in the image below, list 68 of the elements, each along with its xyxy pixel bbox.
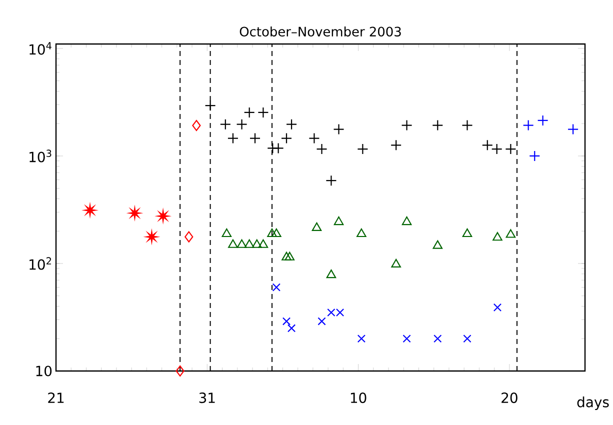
point — [316, 143, 328, 155]
point — [505, 143, 516, 155]
point — [492, 232, 502, 241]
point — [227, 132, 239, 144]
point — [537, 114, 548, 126]
point — [326, 175, 337, 186]
point — [244, 106, 255, 118]
point — [287, 324, 296, 332]
point — [312, 222, 322, 232]
point — [333, 124, 344, 135]
point — [228, 239, 238, 248]
point — [462, 120, 473, 131]
y-tick-label: 10$^{2}$ — [30, 257, 52, 270]
x-tick-label: 10 — [350, 392, 366, 404]
point — [357, 334, 366, 343]
point — [432, 120, 444, 131]
point — [272, 142, 284, 154]
point — [493, 303, 502, 312]
point — [529, 150, 540, 162]
x-tick-label: 21 — [48, 392, 64, 403]
point — [204, 100, 216, 112]
point — [184, 231, 194, 242]
point — [252, 239, 262, 248]
point — [284, 252, 295, 260]
point — [402, 216, 412, 226]
point — [222, 228, 232, 238]
point — [272, 228, 282, 238]
point — [462, 228, 472, 238]
point — [258, 106, 269, 118]
point — [220, 118, 231, 130]
point — [432, 240, 443, 249]
point — [356, 228, 366, 238]
point — [522, 120, 534, 131]
point — [280, 132, 292, 144]
point — [267, 228, 277, 238]
point — [357, 143, 368, 155]
point — [258, 239, 268, 248]
point — [506, 229, 516, 238]
point — [401, 120, 412, 131]
y-tick-label: 10$^{3}$ — [30, 150, 52, 162]
point — [482, 140, 493, 151]
point — [286, 118, 298, 130]
point — [391, 258, 401, 268]
x-axis-title: days — [577, 396, 609, 410]
point — [236, 239, 247, 248]
y-tick-label: 10 — [36, 366, 52, 376]
point — [192, 120, 201, 132]
point — [567, 124, 579, 135]
point — [308, 132, 320, 144]
x-tick-label: 31 — [199, 392, 215, 404]
point — [236, 118, 248, 130]
point — [272, 283, 281, 292]
point — [334, 216, 344, 226]
point — [318, 317, 326, 326]
point — [402, 334, 411, 343]
point — [249, 132, 261, 144]
point — [390, 140, 402, 151]
point — [491, 143, 502, 155]
point — [434, 334, 442, 343]
chart-title: October–November 2003 — [240, 26, 401, 36]
y-tick-label: 10$^{4}$ — [30, 42, 52, 55]
point — [463, 334, 472, 343]
point — [176, 365, 184, 377]
point — [326, 270, 336, 278]
point — [244, 239, 254, 248]
point — [282, 317, 291, 326]
point — [282, 252, 292, 260]
x-tick-label: 20 — [502, 392, 518, 404]
